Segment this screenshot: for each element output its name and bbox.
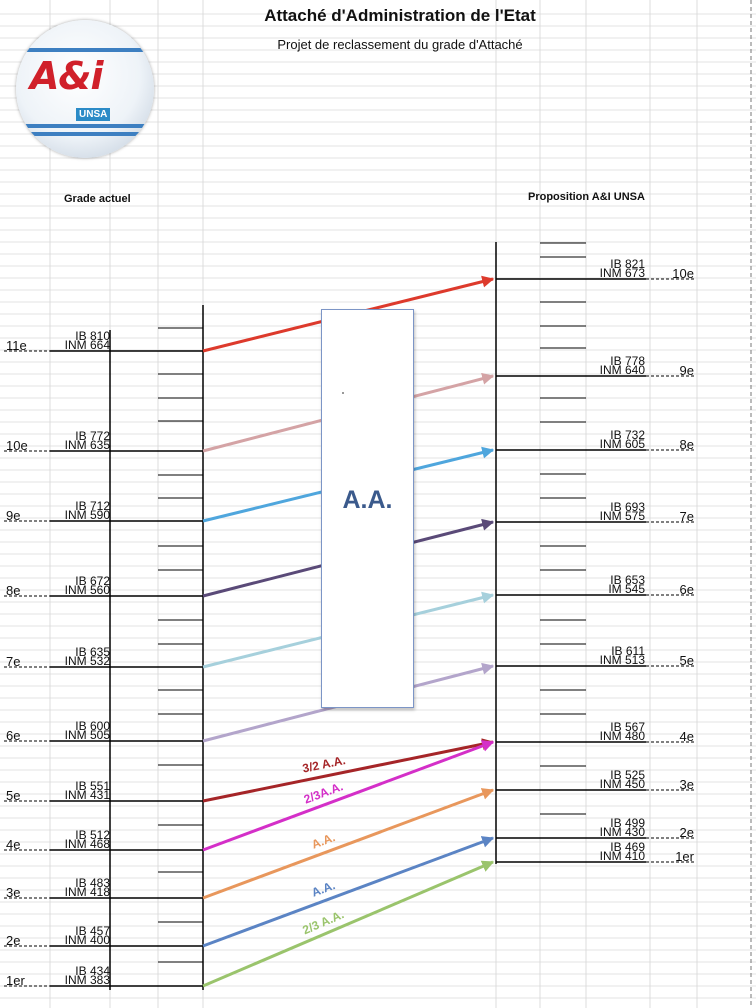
current-echelon-label: 2e [6, 933, 20, 948]
current-ib-value: IB 810 [75, 329, 110, 343]
proposed-inm-value: INM 410 [600, 849, 646, 863]
current-inm-value: INM 418 [65, 885, 111, 899]
current-echelon-label: 4e [6, 837, 20, 852]
proposed-inm-value: INM 450 [600, 777, 646, 791]
proposed-inm-value: INM 480 [600, 729, 646, 743]
proposed-inm-value: INM 575 [600, 509, 646, 523]
proposed-ib-value: IB 732 [610, 428, 645, 442]
center-aa-box: A.A. [321, 309, 414, 708]
current-inm-value: INM 590 [65, 508, 111, 522]
proposed-echelon-label: 2e [680, 825, 694, 840]
current-ib-value: IB 457 [75, 924, 110, 938]
box-dot [342, 392, 344, 394]
current-ib-value: IB 551 [75, 779, 110, 793]
transition-label: 2/3A.A. [302, 779, 345, 806]
current-echelon-label: 6e [6, 728, 20, 743]
proposed-echelon-label: 6e [680, 582, 694, 597]
current-inm-value: INM 664 [65, 338, 111, 352]
proposed-ib-value: IB 567 [610, 720, 645, 734]
current-inm-value: INM 383 [65, 973, 111, 987]
current-inm-value: INM 532 [65, 654, 111, 668]
proposed-echelon-label: 8e [680, 437, 694, 452]
proposed-ib-value: IB 469 [610, 840, 645, 854]
current-ib-value: IB 512 [75, 828, 110, 842]
current-echelon-label: 9e [6, 508, 20, 523]
current-echelon-label: 5e [6, 788, 20, 803]
center-aa-label: A.A. [342, 486, 393, 514]
proposed-echelon-label: 9e [680, 363, 694, 378]
page-title: Attaché d'Administration de l'Etat [264, 6, 536, 25]
right-column-heading: Proposition A&I UNSA [528, 191, 645, 203]
page-subtitle: Projet de reclassement du grade d'Attach… [277, 37, 523, 52]
proposed-echelon-label: 1er [675, 849, 694, 864]
proposed-inm-value: IM 545 [608, 582, 645, 596]
transition-arrow [202, 738, 495, 803]
proposed-ib-value: IB 525 [610, 768, 645, 782]
logo-text: A&i [30, 54, 104, 98]
proposed-inm-value: INM 673 [600, 266, 646, 280]
transition-arrow [202, 740, 495, 852]
current-ib-value: IB 712 [75, 499, 110, 513]
current-inm-value: INM 635 [65, 438, 111, 452]
logo-stripe [16, 124, 154, 128]
current-inm-value: INM 560 [65, 583, 111, 597]
proposed-echelon-label: 3e [680, 777, 694, 792]
current-echelon-label: 1er [6, 973, 25, 988]
proposed-echelon-label: 5e [680, 653, 694, 668]
current-ib-value: IB 483 [75, 876, 110, 890]
logo-stripe [16, 132, 154, 136]
proposed-ib-value: IB 653 [610, 573, 645, 587]
logo-stripe [16, 48, 154, 52]
current-ib-value: IB 772 [75, 429, 110, 443]
left-column-heading: Grade actuel [64, 193, 131, 205]
current-inm-value: INM 505 [65, 728, 111, 742]
current-echelon-label: 3e [6, 885, 20, 900]
proposed-inm-value: INM 430 [600, 825, 646, 839]
transition-arrow [202, 836, 495, 948]
transition-label: 2/3 A.A. [300, 907, 346, 937]
transition-arrow [202, 860, 495, 988]
current-inm-value: INM 468 [65, 837, 111, 851]
current-echelon-label: 10e [6, 438, 28, 453]
current-echelon-label: 8e [6, 583, 20, 598]
current-inm-value: INM 431 [65, 788, 111, 802]
proposed-ib-value: IB 499 [610, 816, 645, 830]
current-echelon-label: 11e [6, 338, 27, 353]
proposed-inm-value: INM 513 [600, 653, 646, 667]
current-ib-value: IB 600 [75, 719, 110, 733]
proposed-ib-value: IB 693 [610, 500, 645, 514]
proposed-echelon-label: 7e [680, 509, 694, 524]
proposed-echelon-label: 4e [680, 729, 694, 744]
current-inm-value: INM 400 [65, 933, 111, 947]
proposed-echelon-label: 10e [672, 266, 694, 281]
current-ib-value: IB 635 [75, 645, 110, 659]
current-ib-value: IB 672 [75, 574, 110, 588]
proposed-ib-value: IB 778 [610, 354, 645, 368]
proposed-ib-value: IB 611 [611, 644, 645, 658]
proposed-inm-value: INM 640 [600, 363, 646, 377]
proposed-inm-value: INM 605 [600, 437, 646, 451]
a-and-i-unsa-logo: A&i UNSA [16, 20, 154, 158]
logo-unsa-badge: UNSA [76, 108, 111, 121]
transition-arrow [202, 788, 495, 900]
proposed-ib-value: IB 821 [610, 257, 645, 271]
current-echelon-label: 7e [6, 654, 20, 669]
current-ib-value: IB 434 [75, 964, 110, 978]
